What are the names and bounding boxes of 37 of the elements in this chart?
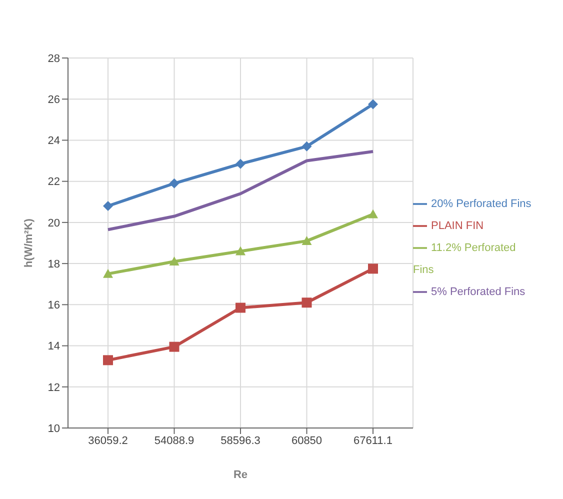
point (103, 355, 113, 366)
x-tick-label: 67611.1 (354, 434, 392, 447)
y-tick-label: 14 (48, 340, 60, 353)
point (103, 268, 113, 278)
x-tick-label: 58596.3 (220, 434, 260, 447)
y-axis-title: h(W/m²K) (22, 218, 35, 268)
legend-label: 5% Perforated Fins (431, 286, 526, 298)
x-tick-label: 54088.9 (154, 434, 194, 447)
point (368, 99, 378, 110)
line-series (106, 150, 374, 232)
point (368, 209, 378, 218)
point (169, 256, 180, 266)
x-axis-title: Re (233, 469, 248, 481)
point (236, 158, 246, 169)
y-tick-label: 16 (48, 300, 60, 312)
x-tick-label: 60850 (291, 434, 322, 447)
y-tick-label: 26 (48, 94, 60, 106)
x-tick-label: 36059.2 (88, 434, 128, 447)
point (236, 302, 246, 313)
y-tick-label: 18 (48, 258, 60, 270)
legend-label: PLAIN FIN (431, 220, 484, 232)
point (302, 298, 312, 308)
point (236, 246, 246, 256)
legend-label: 20% Perforated Fins (431, 198, 532, 210)
point (103, 201, 113, 211)
y-tick-label: 10 (48, 422, 60, 435)
point (302, 236, 312, 245)
y-tick-label: 20 (48, 217, 60, 230)
point (302, 141, 312, 152)
point (169, 342, 180, 352)
y-tick-label: 22 (48, 176, 60, 188)
legend-label: 11.2% Perforated Fins (413, 242, 516, 276)
y-tick-label: 12 (48, 382, 60, 394)
y-tick-label: 28 (48, 52, 60, 65)
point (368, 264, 378, 274)
y-tick-label: 24 (48, 135, 60, 148)
point (169, 178, 180, 188)
